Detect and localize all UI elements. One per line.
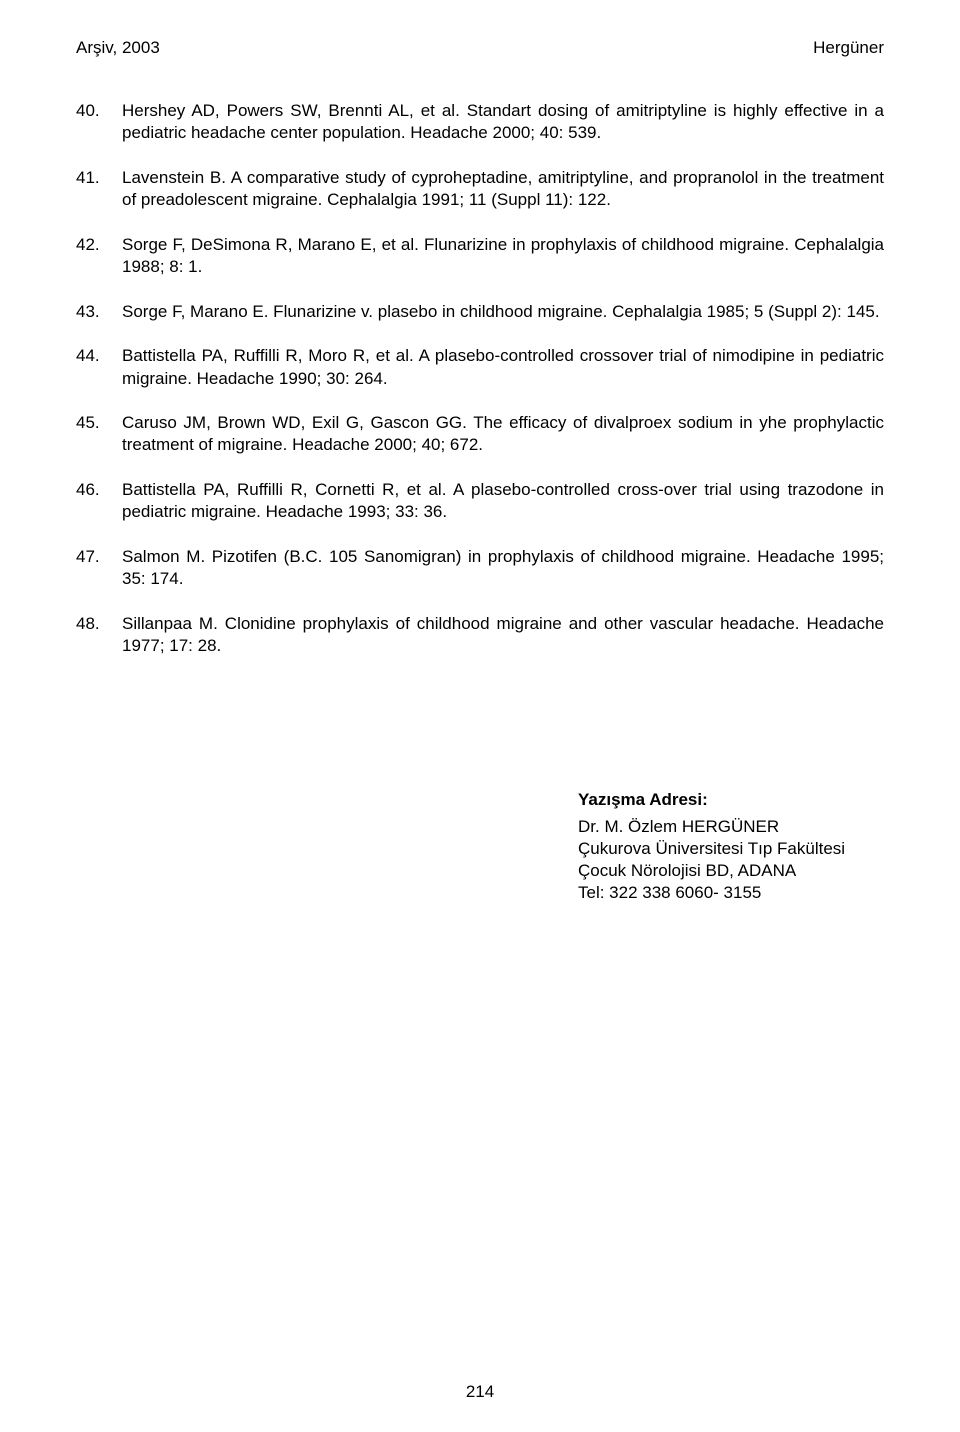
address-line: Tel: 322 338 6060- 3155 [578,882,884,904]
reference-text: Sillanpaa M. Clonidine prophylaxis of ch… [122,613,884,658]
reference-item: 47. Salmon M. Pizotifen (B.C. 105 Sanomi… [76,546,884,591]
reference-text: Salmon M. Pizotifen (B.C. 105 Sanomigran… [122,546,884,591]
reference-number: 45. [76,412,122,457]
reference-text: Sorge F, DeSimona R, Marano E, et al. Fl… [122,234,884,279]
reference-text: Lavenstein B. A comparative study of cyp… [122,167,884,212]
reference-number: 40. [76,100,122,145]
address-line: Çocuk Nörolojisi BD, ADANA [578,860,884,882]
reference-item: 42. Sorge F, DeSimona R, Marano E, et al… [76,234,884,279]
header-right: Hergüner [813,38,884,58]
reference-list: 40. Hershey AD, Powers SW, Brennti AL, e… [76,100,884,657]
reference-text: Hershey AD, Powers SW, Brennti AL, et al… [122,100,884,145]
reference-item: 43. Sorge F, Marano E. Flunarizine v. pl… [76,301,884,323]
address-line: Dr. M. Özlem HERGÜNER [578,816,884,838]
reference-number: 47. [76,546,122,591]
reference-number: 41. [76,167,122,212]
page-number: 214 [0,1382,960,1402]
reference-number: 43. [76,301,122,323]
reference-number: 44. [76,345,122,390]
correspondence-address: Yazışma Adresi: Dr. M. Özlem HERGÜNER Çu… [578,789,884,903]
reference-item: 48. Sillanpaa M. Clonidine prophylaxis o… [76,613,884,658]
reference-item: 40. Hershey AD, Powers SW, Brennti AL, e… [76,100,884,145]
reference-number: 42. [76,234,122,279]
reference-item: 46. Battistella PA, Ruffilli R, Cornetti… [76,479,884,524]
reference-text: Caruso JM, Brown WD, Exil G, Gascon GG. … [122,412,884,457]
header-left: Arşiv, 2003 [76,38,160,58]
reference-text: Battistella PA, Ruffilli R, Moro R, et a… [122,345,884,390]
reference-text: Sorge F, Marano E. Flunarizine v. plaseb… [122,301,884,323]
reference-item: 41. Lavenstein B. A comparative study of… [76,167,884,212]
reference-item: 44. Battistella PA, Ruffilli R, Moro R, … [76,345,884,390]
reference-item: 45. Caruso JM, Brown WD, Exil G, Gascon … [76,412,884,457]
address-line: Çukurova Üniversitesi Tıp Fakültesi [578,838,884,860]
reference-text: Battistella PA, Ruffilli R, Cornetti R, … [122,479,884,524]
page-header: Arşiv, 2003 Hergüner [76,38,884,58]
address-title: Yazışma Adresi: [578,789,884,811]
reference-number: 46. [76,479,122,524]
reference-number: 48. [76,613,122,658]
